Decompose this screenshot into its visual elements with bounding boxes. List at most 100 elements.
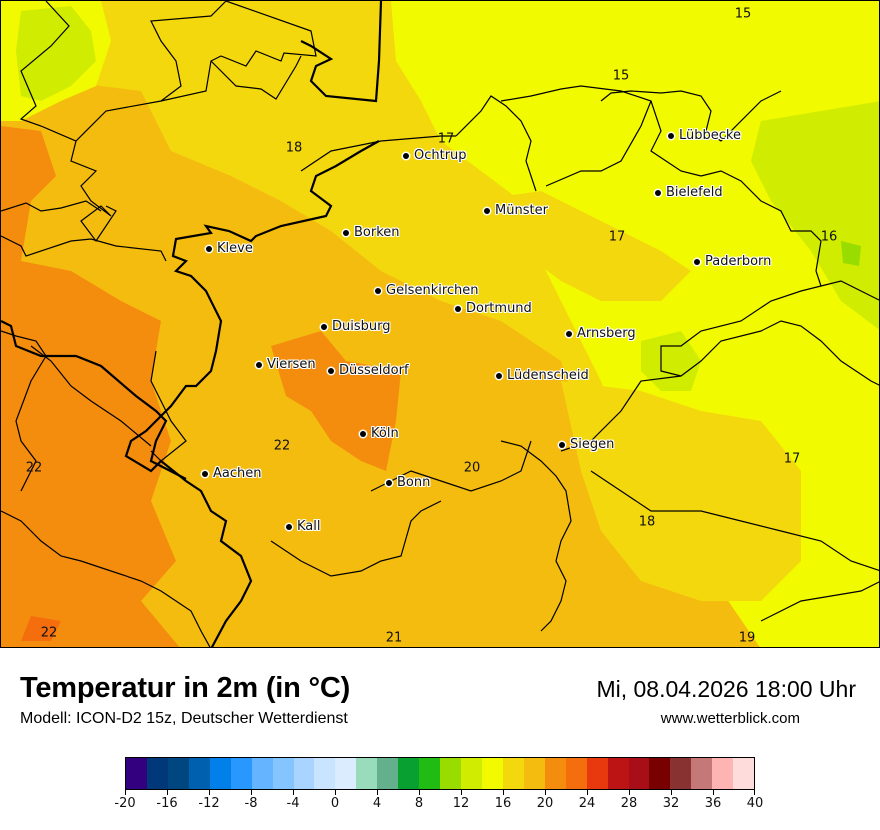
contour-label: 15 bbox=[612, 68, 630, 84]
colorbar-bin bbox=[628, 758, 650, 789]
tick-label: -8 bbox=[244, 796, 258, 811]
colorbar-bin bbox=[461, 758, 482, 789]
city-koeln: Köln bbox=[360, 426, 399, 441]
colorbar-bin bbox=[188, 758, 210, 789]
contour-label: 17 bbox=[783, 451, 801, 467]
colorbar-bin bbox=[230, 758, 252, 789]
tick-label: -12 bbox=[198, 796, 220, 811]
tick-mark bbox=[377, 790, 378, 795]
city-siegen: Siegen bbox=[559, 437, 614, 452]
city-dot-icon bbox=[206, 245, 212, 252]
city-dot-icon bbox=[360, 430, 366, 437]
colorbar-ticks: -20 -16 -12 -8 -4 0 4 8 12 16 20 24 28 32 36 40 bbox=[114, 790, 763, 820]
tick-mark bbox=[629, 790, 630, 795]
city-kleve: Kleve bbox=[206, 241, 253, 256]
colorbar-bin bbox=[481, 758, 503, 789]
colorbar-bin bbox=[523, 758, 545, 789]
city-dot-icon bbox=[286, 523, 292, 530]
colorbar-legend bbox=[125, 757, 755, 790]
tick-label: 16 bbox=[494, 796, 512, 811]
tick-label: 36 bbox=[704, 796, 722, 811]
colorbar-bin bbox=[691, 758, 713, 789]
city-borken: Borken bbox=[343, 225, 400, 240]
city-dot-icon bbox=[202, 470, 208, 477]
city-luedenscheid: Lüdenscheid bbox=[496, 368, 589, 383]
city-dot-icon bbox=[343, 229, 349, 236]
contour-label: 20 bbox=[463, 460, 481, 476]
tick-label: 32 bbox=[662, 796, 680, 811]
tick-mark bbox=[754, 790, 755, 795]
colorbar-bin bbox=[607, 758, 629, 789]
colorbar-bin bbox=[377, 758, 399, 789]
contour-label: 16 bbox=[820, 229, 838, 245]
tick-mark bbox=[587, 790, 588, 795]
tick-label: 20 bbox=[536, 796, 554, 811]
contour-label: 18 bbox=[638, 514, 656, 530]
contour-label: 15 bbox=[734, 6, 752, 22]
city-muenster: Münster bbox=[484, 203, 548, 218]
colorbar-bin bbox=[398, 758, 420, 789]
city-luebbecke: Lübbecke bbox=[668, 128, 741, 143]
city-dot-icon bbox=[328, 367, 334, 374]
valid-datetime: Mi, 08.04.2026 18:00 Uhr bbox=[596, 676, 856, 702]
contour-label: 17 bbox=[437, 131, 455, 147]
tick-mark bbox=[209, 790, 210, 795]
model-subtitle: Modell: ICON-D2 15z, Deutscher Wetterdie… bbox=[20, 710, 348, 727]
colorbar-bin bbox=[544, 758, 566, 789]
city-dot-icon bbox=[455, 305, 461, 312]
tick-mark bbox=[461, 790, 462, 795]
colorbar-bin bbox=[670, 758, 692, 789]
tick-label: 28 bbox=[620, 796, 638, 811]
tick-mark bbox=[671, 790, 672, 795]
city-dot-icon bbox=[256, 361, 262, 368]
city-viersen: Viersen bbox=[256, 357, 316, 372]
colorbar-bin bbox=[502, 758, 524, 789]
city-dot-icon bbox=[321, 323, 327, 330]
contour-label: 22 bbox=[273, 438, 291, 454]
colorbar-bin bbox=[272, 758, 294, 789]
colorbar-bin bbox=[167, 758, 189, 789]
tick-mark bbox=[335, 790, 336, 795]
tick-mark bbox=[419, 790, 420, 795]
city-dot-icon bbox=[386, 479, 392, 486]
tick-mark bbox=[545, 790, 546, 795]
contour-label: 22 bbox=[25, 460, 43, 476]
colorbar-bin bbox=[335, 758, 357, 789]
colorbar-bin bbox=[314, 758, 336, 789]
city-duesseldorf: Düsseldorf bbox=[328, 363, 409, 378]
contour-label: 18 bbox=[285, 140, 303, 156]
colorbar-bin bbox=[251, 758, 273, 789]
city-dot-icon bbox=[655, 189, 661, 196]
state-borders bbox=[1, 1, 879, 647]
city-dot-icon bbox=[566, 330, 572, 337]
colorbar-bin bbox=[440, 758, 461, 789]
city-dot-icon bbox=[403, 152, 409, 159]
contour-label: 19 bbox=[738, 630, 756, 646]
colorbar-bin bbox=[356, 758, 378, 789]
city-dot-icon bbox=[559, 441, 565, 448]
colorbar-bin bbox=[712, 758, 734, 789]
tick-label: -4 bbox=[286, 796, 300, 811]
city-duisburg: Duisburg bbox=[321, 319, 391, 334]
colorbar-bin bbox=[565, 758, 587, 789]
colorbar-bin bbox=[419, 758, 441, 789]
tick-label: -16 bbox=[156, 796, 178, 811]
city-kall: Kall bbox=[286, 519, 321, 534]
map-title: Temperatur in 2m (in °C) bbox=[20, 672, 351, 704]
city-aachen: Aachen bbox=[202, 466, 261, 481]
tick-mark bbox=[251, 790, 252, 795]
tick-mark bbox=[167, 790, 168, 795]
map-canvas bbox=[1, 1, 879, 647]
tick-label: 4 bbox=[372, 796, 382, 811]
colorbar-bin bbox=[209, 758, 231, 789]
city-arnsberg: Arnsberg bbox=[566, 326, 636, 341]
website-link[interactable]: www.wetterblick.com bbox=[660, 710, 800, 727]
tick-label: 24 bbox=[578, 796, 596, 811]
tick-label: 8 bbox=[414, 796, 424, 811]
temperature-map: Ochtrup Lübbecke Bielefeld Münster Borke… bbox=[0, 0, 880, 648]
colorbar-bin bbox=[293, 758, 315, 789]
city-dot-icon bbox=[484, 207, 490, 214]
tick-label: 12 bbox=[452, 796, 470, 811]
colorbar-bin bbox=[733, 758, 755, 789]
city-ochtrup: Ochtrup bbox=[403, 148, 467, 163]
